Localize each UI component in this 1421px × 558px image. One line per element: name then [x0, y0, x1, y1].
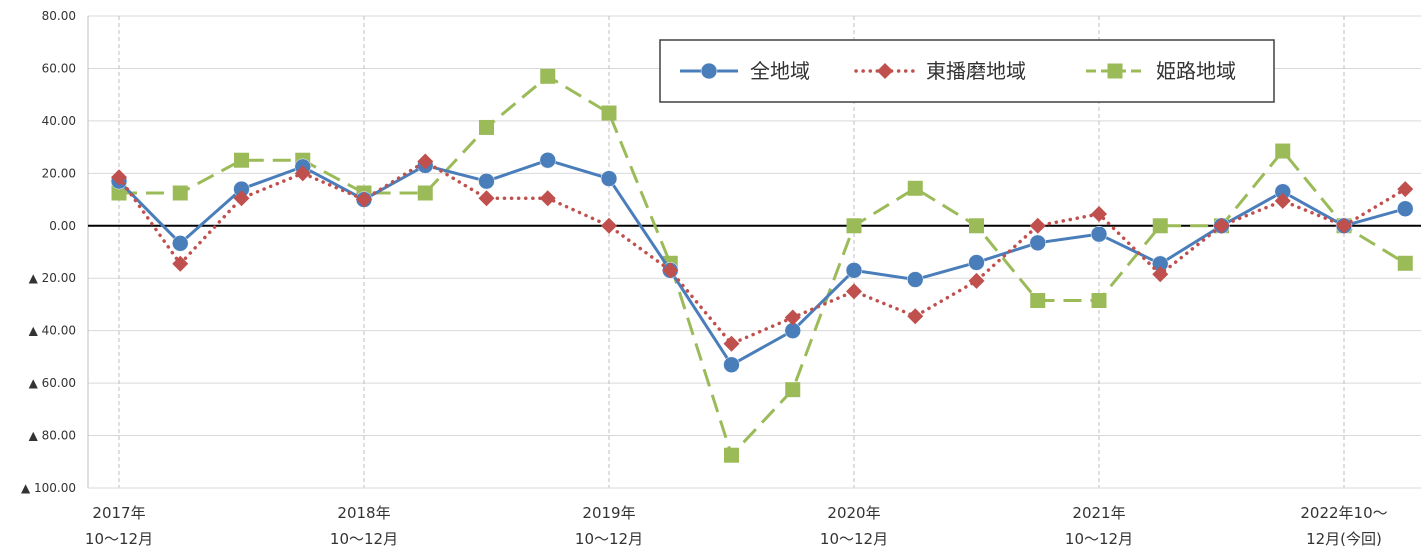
x-tick-label: 2021年: [1072, 504, 1125, 522]
legend-item-0: 全地域: [680, 59, 810, 83]
data-point-square: [969, 218, 984, 234]
legend-label: 東播磨地域: [926, 59, 1026, 83]
legend-label: 姫路地域: [1156, 59, 1236, 83]
data-point-square: [785, 382, 801, 398]
data-point-square: [1397, 255, 1413, 271]
x-tick-label: 2017年: [92, 504, 145, 522]
data-point-diamond: [1397, 181, 1414, 198]
data-point-diamond: [172, 255, 189, 272]
legend-item-1: 東播磨地域: [854, 59, 1026, 83]
data-point-diamond: [1336, 217, 1352, 234]
data-point-diamond: [846, 283, 862, 300]
y-tick-label: ▲ 100.00: [21, 481, 76, 495]
data-point-diamond: [294, 165, 311, 182]
data-point-diamond: [1029, 217, 1046, 234]
data-point-square: [1275, 143, 1291, 159]
data-point-diamond: [233, 190, 250, 207]
data-point-diamond: [356, 191, 372, 208]
data-point-diamond: [539, 190, 556, 207]
y-tick-label: 20.00: [42, 166, 76, 180]
data-point-circle: [1090, 225, 1108, 243]
data-point-diamond: [784, 309, 801, 326]
data-point-diamond: [877, 63, 893, 79]
data-point-diamond: [1152, 266, 1169, 283]
data-point-square: [234, 152, 249, 168]
data-point-diamond: [968, 272, 985, 289]
data-point-circle: [845, 262, 863, 279]
y-tick-label: 40.00: [42, 114, 76, 128]
y-tick-label: ▲ 80.00: [29, 429, 76, 443]
data-point-circle: [723, 356, 740, 374]
data-point-square: [479, 119, 494, 135]
data-point-circle: [1397, 200, 1414, 217]
y-tick-label: ▲ 40.00: [29, 324, 76, 338]
data-point-square: [1152, 218, 1168, 234]
data-point-square: [1091, 293, 1107, 309]
x-tick-label: 10～12月: [85, 530, 153, 548]
data-point-diamond: [1274, 192, 1291, 209]
data-point-square: [846, 218, 862, 234]
data-point-square: [601, 105, 617, 121]
x-tick-label: 2019年: [582, 504, 635, 522]
data-point-square: [540, 68, 556, 84]
y-tick-label: 60.00: [42, 61, 76, 75]
series-layer: [110, 68, 1414, 463]
y-tick-label: ▲ 60.00: [29, 376, 76, 390]
legend-label: 全地域: [750, 59, 810, 83]
data-point-circle: [478, 172, 495, 190]
y-tick-label: 80.00: [42, 9, 76, 23]
data-point-square: [1107, 63, 1123, 79]
data-point-circle: [700, 62, 718, 80]
data-point-square: [417, 185, 433, 201]
data-point-diamond: [907, 308, 924, 325]
data-point-circle: [539, 151, 556, 169]
x-tick-label: 10～12月: [575, 530, 643, 548]
x-tick-label: 2022年10～: [1300, 504, 1387, 522]
data-point-circle: [600, 170, 618, 187]
x-tick-label: 2018年: [337, 504, 390, 522]
x-tick-label: 10～12月: [330, 530, 398, 548]
data-point-diamond: [1091, 205, 1107, 222]
series-line: [119, 74, 1407, 457]
data-point-diamond: [723, 335, 740, 352]
data-point-circle: [172, 235, 189, 252]
data-point-diamond: [417, 153, 434, 170]
data-point-square: [907, 180, 923, 196]
data-point-diamond: [478, 190, 495, 207]
data-point-square: [1030, 293, 1046, 309]
x-tick-label: 12月(今回): [1306, 530, 1382, 548]
x-tick-label: 10～12月: [820, 530, 888, 548]
data-point-circle: [1029, 234, 1046, 252]
legend-box: [659, 39, 1275, 103]
series-1: [111, 153, 1414, 352]
data-point-diamond: [111, 169, 127, 186]
legend: 全地域 東播磨地域 姫路地域: [659, 39, 1275, 103]
data-point-square: [724, 447, 739, 463]
legend-item-2: 姫路地域: [1086, 59, 1236, 83]
data-point-diamond: [1213, 217, 1230, 234]
y-tick-label: ▲ 20.00: [29, 271, 76, 285]
data-point-circle: [968, 254, 985, 271]
x-tick-label: 2020年: [827, 504, 880, 522]
series-line: [117, 158, 1406, 367]
y-tick-label: 0.00: [49, 219, 76, 233]
data-point-square: [111, 185, 127, 201]
data-point-diamond: [662, 262, 679, 279]
x-tick-label: 10～12月: [1065, 530, 1133, 548]
data-point-square: [172, 185, 188, 201]
data-point-circle: [907, 271, 924, 288]
data-point-diamond: [601, 217, 617, 234]
